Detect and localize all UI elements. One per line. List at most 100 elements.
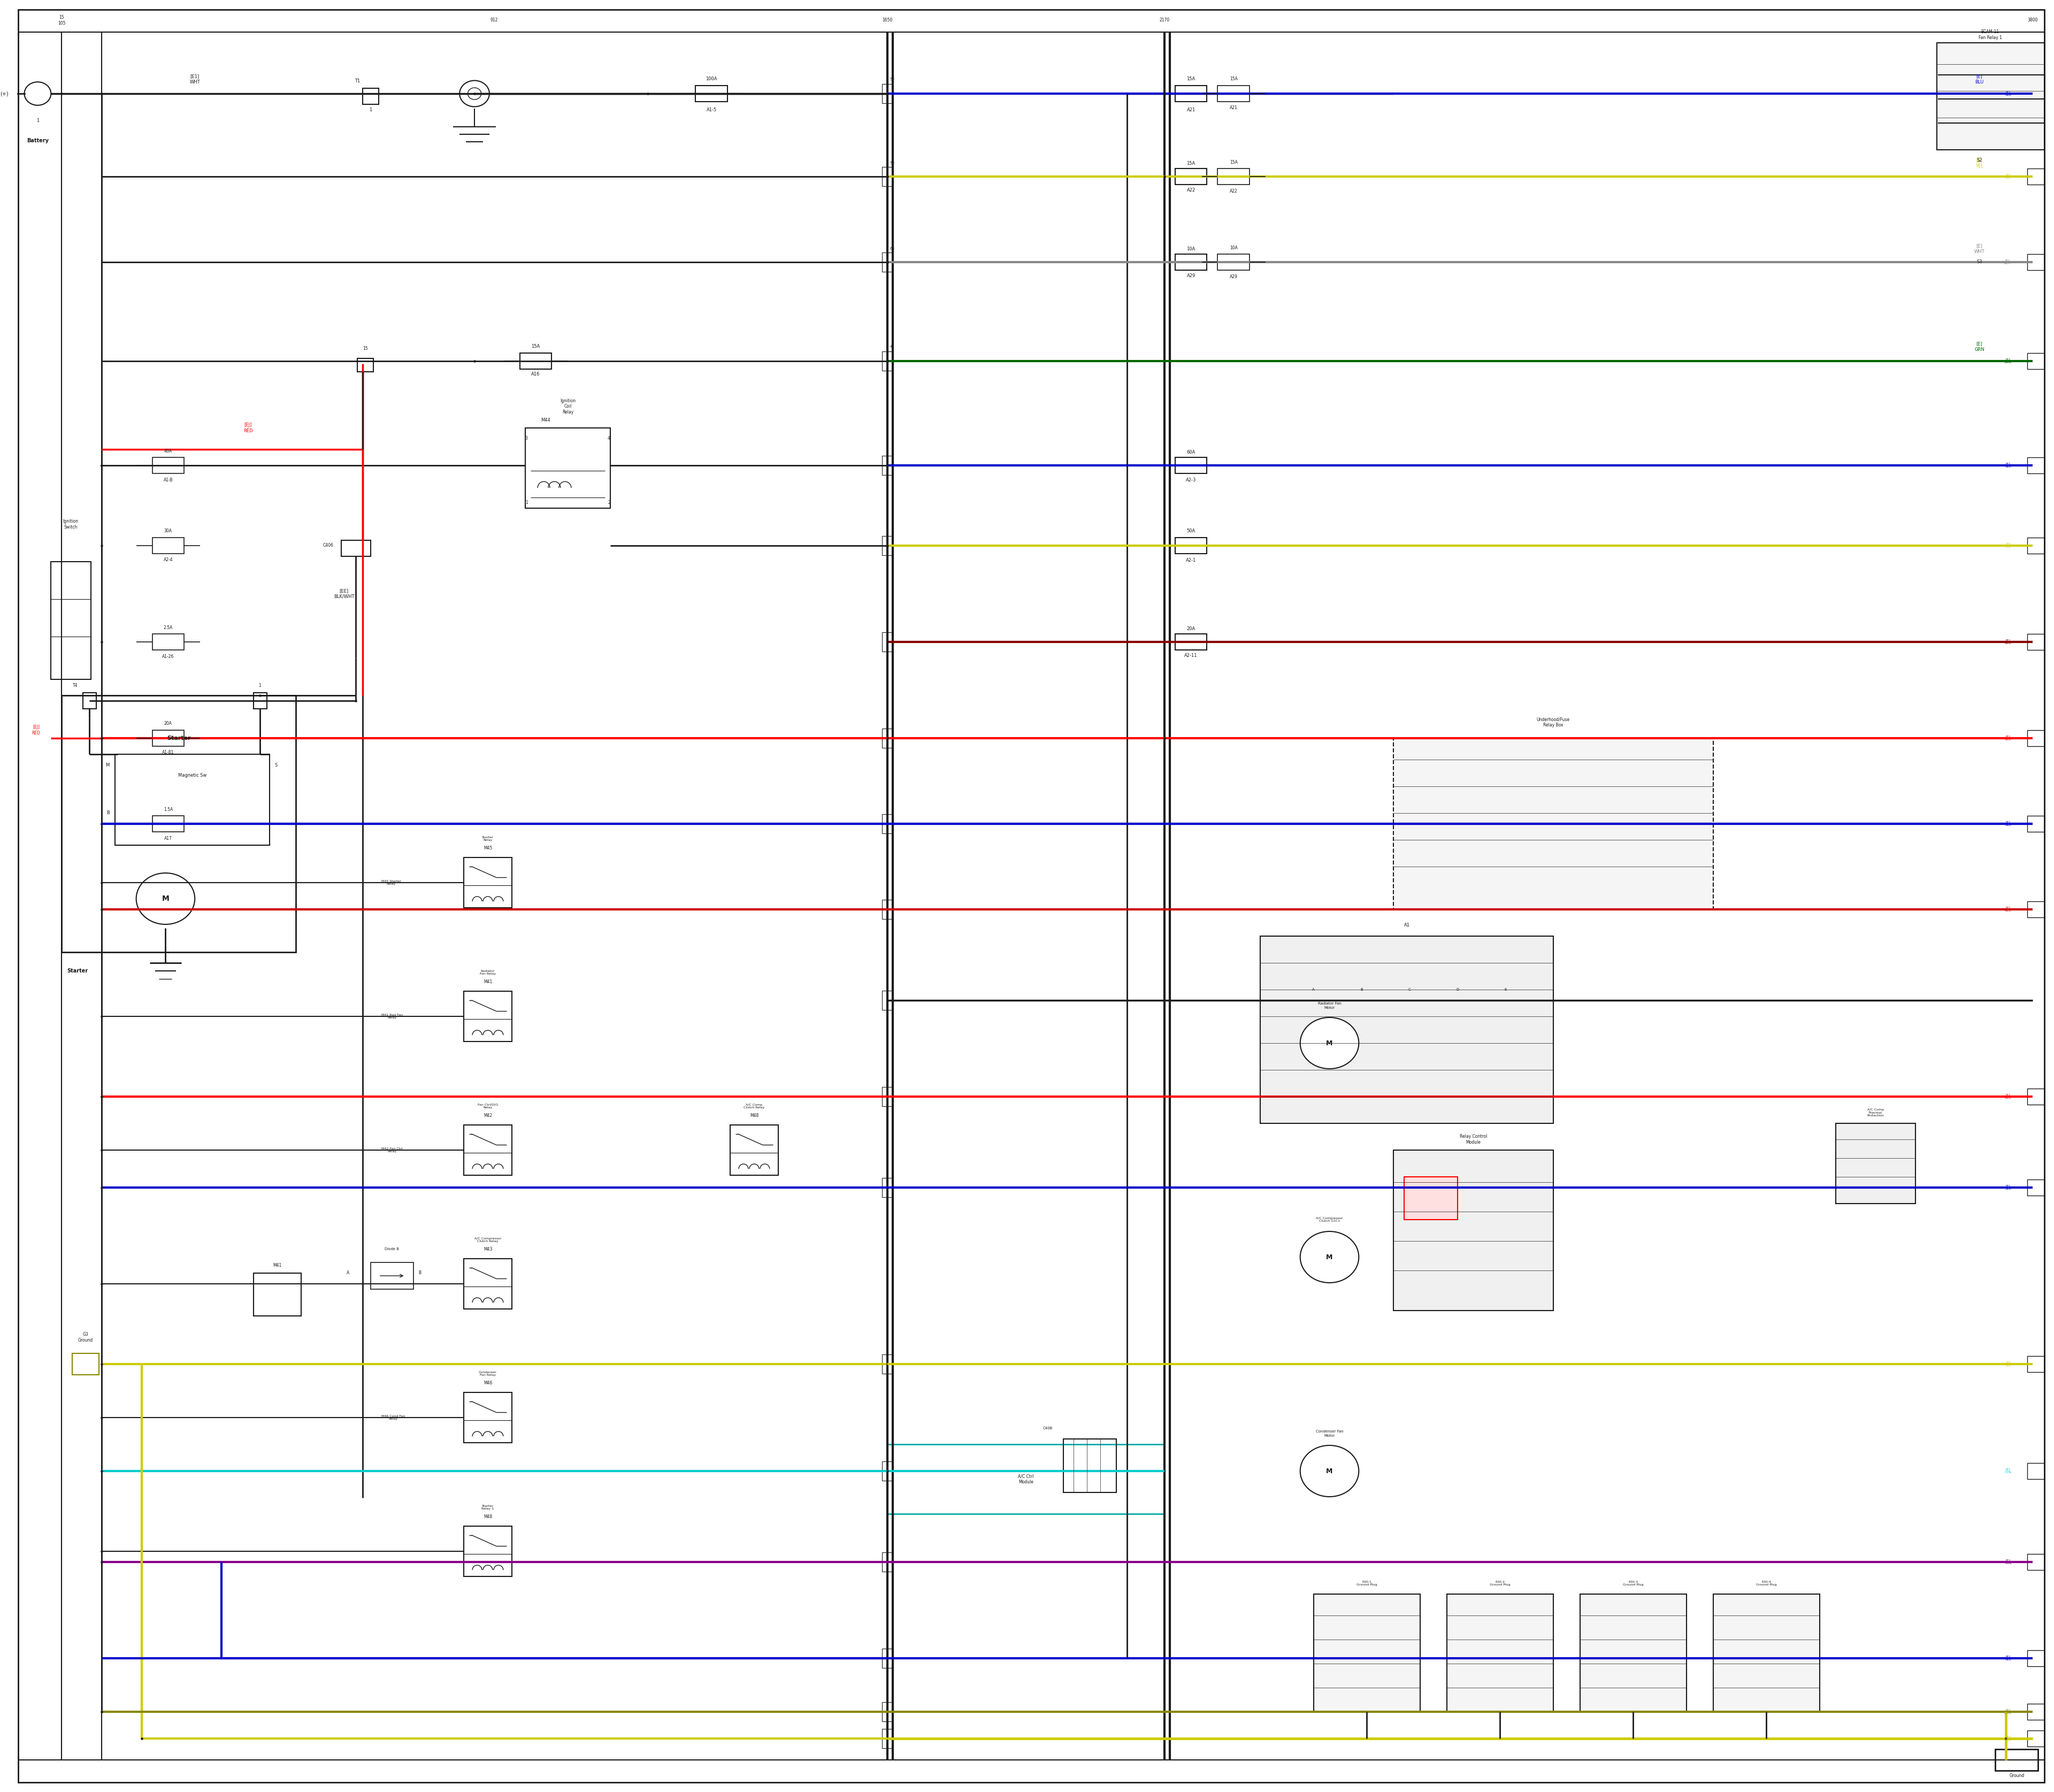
Bar	[881, 729, 893, 747]
Text: 1: 1	[88, 711, 90, 717]
Text: M: M	[105, 763, 109, 767]
Text: [E]
GRN: [E] GRN	[1974, 342, 1984, 351]
Text: 1: 1	[37, 118, 39, 124]
Bar	[2027, 1554, 2044, 1570]
Text: E30-4
Ground Plug: E30-4 Ground Plug	[1756, 1581, 1777, 1586]
Text: A17: A17	[164, 835, 173, 840]
Text: B: B	[107, 810, 109, 815]
Bar	[2027, 901, 2044, 918]
Text: A/C Ctrl
Module: A/C Ctrl Module	[1019, 1473, 1033, 1484]
Text: C40B: C40B	[1043, 1426, 1052, 1430]
Text: B: B	[419, 1271, 421, 1276]
Text: 59: 59	[889, 77, 896, 81]
Bar	[152, 634, 185, 650]
Bar	[152, 729, 185, 745]
Bar	[1218, 254, 1249, 271]
Text: T1: T1	[355, 79, 359, 84]
Text: M41 Rad Fan
Relay: M41 Rad Fan Relay	[382, 1014, 403, 1020]
Text: A29: A29	[1230, 274, 1239, 280]
Bar	[881, 1729, 893, 1749]
Bar	[2027, 1179, 2044, 1195]
Text: E30-1
Ground Plug: E30-1 Ground Plug	[1356, 1581, 1376, 1586]
Text: 15A: 15A	[1230, 77, 1239, 82]
Text: 2.5A: 2.5A	[164, 625, 173, 629]
Text: Ignition
Coil
Relay: Ignition Coil Relay	[561, 398, 575, 414]
Bar	[62, 695, 296, 952]
Text: Ignition
Switch: Ignition Switch	[64, 520, 78, 529]
Bar	[1405, 1177, 1458, 1220]
Bar	[464, 858, 511, 909]
Text: M46: M46	[483, 1380, 493, 1385]
Text: [E]
GRN: [E] GRN	[2005, 358, 2011, 364]
Bar	[1175, 168, 1208, 185]
Bar	[253, 1272, 302, 1315]
Text: [E]
BLU: [E] BLU	[2005, 91, 2011, 97]
Text: [EE]
BLK/WHT: [EE] BLK/WHT	[333, 588, 353, 599]
Text: E: E	[1504, 987, 1506, 991]
Bar	[464, 1392, 511, 1443]
Text: 1: 1	[259, 683, 261, 688]
Text: 2170: 2170	[1158, 18, 1169, 23]
Bar	[341, 539, 370, 556]
Bar	[464, 1527, 511, 1577]
Bar	[881, 167, 893, 186]
Text: A: A	[1313, 987, 1315, 991]
Text: A/C Comp
Thermal
Protection: A/C Comp Thermal Protection	[1867, 1107, 1884, 1116]
Bar	[1937, 43, 2044, 151]
Text: Condenser Fan
Motor: Condenser Fan Motor	[1317, 1430, 1343, 1437]
Text: [E]
BLU: [E] BLU	[2005, 1185, 2011, 1190]
Bar	[464, 1258, 511, 1308]
Bar	[881, 455, 893, 475]
Text: 4: 4	[608, 435, 610, 441]
Text: M43: M43	[483, 1247, 493, 1251]
Bar	[2027, 729, 2044, 745]
Text: 912: 912	[491, 18, 497, 23]
Text: 1: 1	[355, 563, 357, 566]
Text: C: C	[1409, 987, 1411, 991]
Text: [E]
GRN: [E] GRN	[2005, 1710, 2011, 1715]
Text: ECAM-11
Fan Relay 1: ECAM-11 Fan Relay 1	[1978, 30, 2003, 39]
Text: A2-4: A2-4	[164, 557, 173, 563]
Text: (+): (+)	[0, 91, 8, 97]
Bar	[2027, 457, 2044, 473]
Bar	[881, 351, 893, 371]
Circle shape	[1300, 1231, 1360, 1283]
Bar	[2027, 815, 2044, 831]
Bar	[2027, 1088, 2044, 1104]
Circle shape	[1300, 1446, 1360, 1496]
Text: 68: 68	[889, 247, 896, 251]
Text: 15: 15	[364, 346, 368, 351]
Text: M: M	[162, 894, 168, 903]
Text: 15
105: 15 105	[58, 14, 66, 25]
Text: A1-81: A1-81	[162, 751, 175, 754]
Text: 1650: 1650	[881, 18, 893, 23]
Bar	[881, 1552, 893, 1572]
Text: G3
Ground: G3 Ground	[78, 1331, 92, 1342]
Text: T4: T4	[72, 683, 78, 688]
Bar	[1994, 1749, 2038, 1770]
Text: [E]
RED: [E] RED	[2005, 907, 2011, 912]
Text: Magnetic Sw: Magnetic Sw	[179, 772, 205, 778]
Text: Starter: Starter	[166, 735, 191, 740]
Text: [E]
BLU: [E] BLU	[2005, 1656, 2011, 1661]
Text: Underhood/Fuse
Relay Box: Underhood/Fuse Relay Box	[1536, 717, 1569, 728]
Bar	[881, 814, 893, 833]
Text: [E]
WHT: [E] WHT	[2003, 260, 2011, 265]
Bar	[881, 633, 893, 652]
Bar	[1393, 738, 1713, 909]
Text: 20A: 20A	[1187, 625, 1195, 631]
Text: 15A: 15A	[1187, 77, 1195, 82]
Text: 40A: 40A	[164, 448, 173, 453]
Text: S: S	[275, 763, 277, 767]
Text: Relay Control
Module: Relay Control Module	[1460, 1134, 1487, 1145]
Text: 3800: 3800	[2027, 18, 2038, 23]
Bar	[464, 991, 511, 1041]
Text: [E]
PUR: [E] PUR	[2005, 1559, 2011, 1564]
Text: A21: A21	[1230, 106, 1239, 111]
Text: A16: A16	[532, 373, 540, 376]
Bar	[2027, 1462, 2044, 1478]
Text: M: M	[1327, 1039, 1333, 1047]
Text: 1: 1	[526, 500, 528, 505]
Text: 3: 3	[526, 435, 528, 441]
Text: Radiator Fan
Motor: Radiator Fan Motor	[1319, 1002, 1341, 1009]
